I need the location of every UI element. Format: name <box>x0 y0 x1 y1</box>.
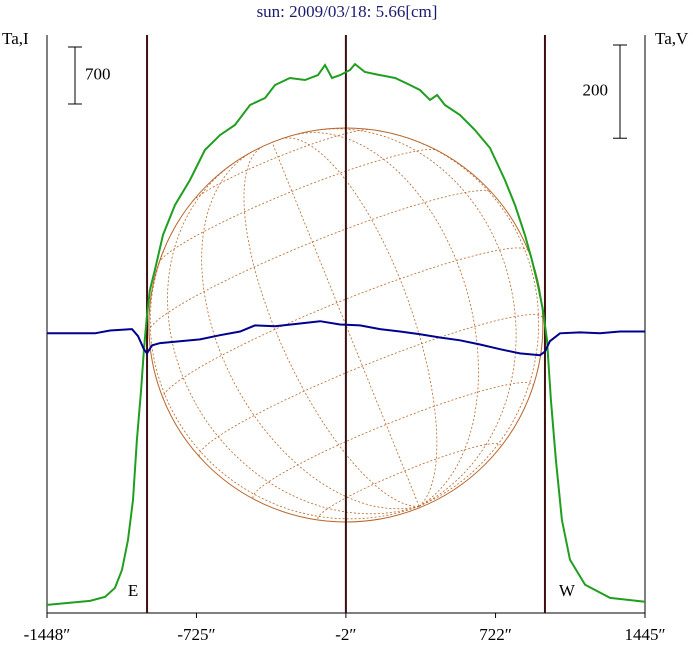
disk-grid-line <box>158 148 438 264</box>
x-tick-label: 722″ <box>479 625 512 644</box>
disk-grid-line <box>162 247 529 399</box>
limb-label: W <box>559 581 576 600</box>
scale-bar-label: 200 <box>583 81 609 100</box>
disk-grid-line <box>252 382 534 499</box>
x-tick-label: -1448″ <box>24 625 71 644</box>
x-tick-label: -2″ <box>335 625 356 644</box>
disk-grid-line <box>317 443 502 519</box>
x-tick-label: 1445″ <box>624 625 665 644</box>
y2-axis-label: Ta,V <box>655 29 689 48</box>
limb-label: E <box>128 581 138 600</box>
disk-grid-line <box>201 153 420 510</box>
series-line <box>47 320 645 357</box>
disk-grid-line <box>149 218 420 520</box>
disk-grid-line <box>281 137 438 507</box>
chart-title: sun: 2009/03/18: 5.66[cm] <box>257 2 438 21</box>
disk-grid-line <box>167 163 420 515</box>
disk-grid-line <box>198 314 543 457</box>
disk-grid-line <box>271 142 420 507</box>
y-axis-label: Ta,I <box>2 29 29 48</box>
scale-bar-label: 700 <box>85 64 111 83</box>
disk-grid-line <box>192 129 370 202</box>
disk-grid-line <box>297 132 479 507</box>
series-line <box>46 62 646 606</box>
disk-grid-line <box>391 132 539 507</box>
x-tick-label: -725″ <box>177 625 215 644</box>
disk-grid-line <box>314 128 517 507</box>
disk-grid-line <box>243 146 420 507</box>
